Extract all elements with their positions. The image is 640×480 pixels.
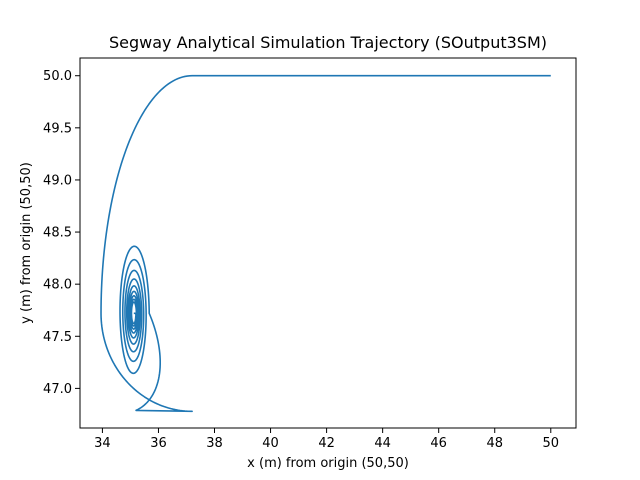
x-tick-label: 50 [543, 436, 560, 451]
y-axis-ticks: 47.0 47.5 48.0 48.5 49.0 49.5 50.0 [43, 69, 80, 397]
x-tick-label: 36 [150, 436, 167, 451]
trajectory-line [100, 74, 551, 413]
x-axis-ticks: 34 36 38 40 42 44 46 48 50 [94, 428, 559, 451]
y-tick-label: 47.0 [43, 382, 72, 397]
x-tick-label: 34 [94, 436, 111, 451]
y-tick-label: 50.0 [43, 69, 72, 84]
x-tick-label: 42 [318, 436, 335, 451]
axes-background [80, 58, 576, 428]
x-tick-label: 44 [374, 436, 391, 451]
x-tick-label: 48 [486, 436, 503, 451]
y-tick-label: 47.5 [43, 330, 72, 345]
chart-title: Segway Analytical Simulation Trajectory … [109, 33, 547, 52]
x-tick-label: 46 [430, 436, 447, 451]
y-tick-label: 48.5 [43, 226, 72, 241]
plot-area: 34 36 38 40 42 44 46 48 50 47.047.548.048.549.04… [43, 57, 577, 451]
x-tick-label: 38 [206, 436, 223, 451]
y-tick-label: 49.0 [43, 173, 72, 188]
series-layer [100, 74, 551, 413]
x-axis-label: x (m) from origin (50,50) [247, 456, 409, 471]
y-tick-label: 49.5 [43, 121, 72, 136]
axes-frame [79, 57, 577, 429]
y-tick-label: 48.0 [43, 278, 72, 293]
x-tick-label: 40 [262, 436, 279, 451]
y-axis-label: y (m) from origin (50,50) [19, 162, 34, 324]
